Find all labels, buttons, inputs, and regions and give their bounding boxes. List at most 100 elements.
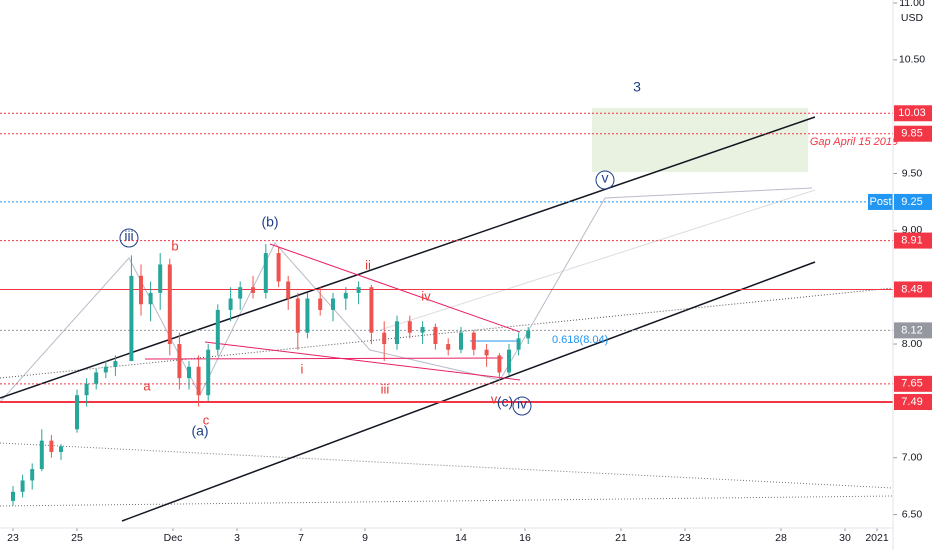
price-tag	[894, 125, 932, 142]
candle-body	[238, 287, 243, 299]
price-tag	[894, 322, 932, 339]
wave-label: i	[301, 361, 304, 376]
candle-body	[129, 275, 134, 362]
channel-lower	[121, 261, 816, 522]
price-tag-label: 9.25	[901, 196, 922, 208]
candle-body	[167, 264, 172, 345]
candle-body	[251, 287, 255, 293]
candle-body	[526, 330, 531, 339]
candle-body	[369, 287, 374, 333]
wave-label: a	[143, 378, 151, 393]
wedge-line	[204, 341, 521, 381]
drawings	[0, 116, 894, 522]
candle-body	[20, 480, 25, 492]
price-tag-label: 7.49	[901, 396, 922, 408]
candle-body	[318, 298, 323, 310]
candle-body	[75, 395, 79, 430]
candle-body	[507, 349, 511, 373]
candle-body	[215, 309, 220, 350]
x-tick-label: 2021	[865, 532, 889, 544]
candle-body	[139, 275, 143, 305]
wedge-line	[269, 243, 521, 333]
candle-body	[59, 446, 63, 453]
y-tick-label: 6.50	[902, 508, 923, 520]
wave-label: 3	[633, 79, 641, 95]
price-tag-label: 8.91	[901, 234, 922, 246]
candle-body	[516, 338, 521, 350]
price-tag-label: 7.65	[901, 378, 922, 390]
candle-body	[113, 361, 118, 367]
candle-body	[395, 321, 399, 345]
price-tag	[894, 232, 932, 249]
x-tick-label: 16	[519, 532, 531, 544]
candle-body	[343, 292, 348, 299]
x-tick-label: 23	[7, 532, 19, 544]
fib-label: 0.618(8.04)	[552, 334, 608, 346]
candle-body	[356, 287, 361, 293]
candle-body	[484, 349, 489, 356]
wave-circle	[595, 170, 615, 190]
currency: USD	[901, 12, 924, 24]
candle-body	[148, 292, 153, 305]
y-tick-label: 10.50	[899, 54, 925, 66]
wave-circle	[119, 228, 139, 248]
channel-upper	[0, 116, 816, 399]
candle-body	[471, 332, 476, 350]
y-tick-label: 8.00	[902, 338, 923, 350]
wave-label: v	[602, 170, 609, 186]
price-tag-label: 8.12	[901, 324, 922, 336]
candle-body	[497, 355, 502, 373]
x-tick-label: 14	[455, 532, 467, 544]
wave-label: v	[491, 391, 498, 406]
candle-body	[206, 349, 211, 396]
candle-body	[11, 491, 15, 501]
x-tick-label: 9	[362, 532, 368, 544]
session-tag-label: Post	[869, 196, 891, 208]
x-tick-label: 21	[615, 532, 627, 544]
trend-faint	[379, 189, 816, 331]
candle-body	[446, 344, 451, 350]
x-tick-label: 3	[234, 532, 240, 544]
x-tick-label: 25	[71, 532, 83, 544]
candle-body	[196, 366, 201, 396]
candle-body	[187, 366, 191, 379]
annotations: 3 v (b) iii b ii iv i a iii (a) c v (c) …	[119, 79, 898, 439]
wave-label: (b)	[261, 214, 278, 230]
wave-label: iv	[421, 288, 431, 303]
wave-label: (c)	[497, 394, 513, 410]
candle-body	[39, 440, 44, 470]
session-tag	[868, 193, 893, 210]
wave-label: c	[203, 412, 210, 427]
candle-body	[286, 281, 291, 299]
wave-label: b	[171, 238, 178, 253]
candle-body	[305, 298, 310, 333]
price-tag-label: 9.85	[901, 128, 922, 140]
y-tick-label: 11.00	[899, 0, 925, 9]
candle-body	[158, 264, 163, 293]
price-tag	[894, 193, 932, 210]
gap-label: Gap April 15 2019	[810, 136, 898, 148]
wave-label: ii	[365, 257, 371, 272]
price-tag	[894, 394, 932, 411]
wave-label: (a)	[191, 423, 208, 439]
price-tag-label: 10.03	[898, 107, 926, 119]
price-tag	[894, 375, 932, 392]
y-tick-label: 7.00	[902, 451, 923, 463]
wave-label: iii	[381, 381, 390, 396]
candle-body	[228, 298, 233, 310]
x-tick-label: 30	[839, 532, 851, 544]
wave-label: iii	[124, 228, 133, 244]
wave-label: iv	[517, 396, 527, 412]
candle-body	[276, 253, 281, 282]
candle-body	[84, 383, 89, 396]
candle-body	[407, 321, 412, 333]
candle-body	[331, 298, 335, 310]
price-tag	[894, 281, 932, 298]
price-tag	[894, 105, 932, 122]
x-tick-label: 28	[775, 532, 787, 544]
candle-body	[433, 326, 438, 345]
candle-body	[295, 298, 300, 333]
wave-circle	[512, 396, 532, 416]
projection	[0, 187, 813, 403]
